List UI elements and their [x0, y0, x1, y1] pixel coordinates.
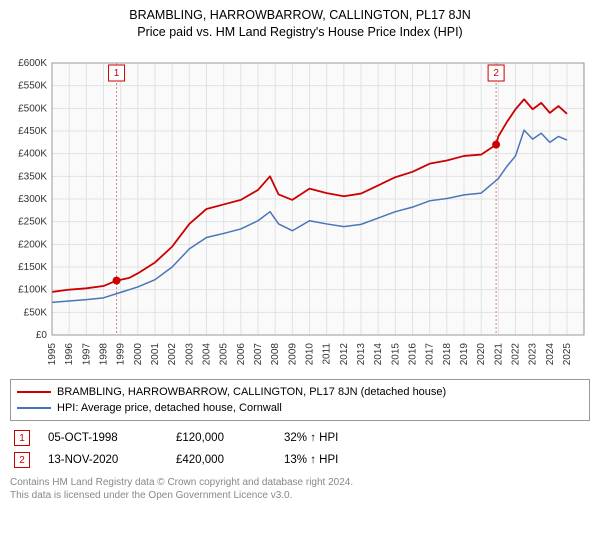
svg-text:2011: 2011: [322, 343, 333, 365]
svg-text:2000: 2000: [133, 343, 144, 366]
svg-text:2021: 2021: [493, 343, 504, 366]
chart-title: BRAMBLING, HARROWBARROW, CALLINGTON, PL1…: [10, 8, 590, 22]
marker-price: £420,000: [176, 454, 266, 466]
marker-badge: 2: [14, 452, 30, 468]
svg-text:2006: 2006: [236, 343, 247, 366]
legend-row: BRAMBLING, HARROWBARROW, CALLINGTON, PL1…: [17, 384, 583, 400]
marker-row: 2 13-NOV-2020 £420,000 13% ↑ HPI: [10, 449, 590, 471]
svg-text:£100K: £100K: [18, 285, 47, 296]
svg-text:1998: 1998: [99, 343, 110, 366]
marker-table: 1 05-OCT-1998 £120,000 32% ↑ HPI 2 13-NO…: [10, 427, 590, 471]
svg-text:£550K: £550K: [18, 81, 47, 92]
svg-text:£150K: £150K: [18, 262, 47, 273]
legend-label: BRAMBLING, HARROWBARROW, CALLINGTON, PL1…: [57, 386, 446, 398]
svg-text:1995: 1995: [47, 343, 58, 366]
svg-text:1997: 1997: [81, 343, 92, 366]
footer-line: This data is licensed under the Open Gov…: [10, 490, 590, 503]
svg-text:2022: 2022: [511, 343, 522, 366]
svg-text:£500K: £500K: [18, 103, 47, 114]
svg-text:2010: 2010: [305, 343, 316, 366]
marker-row: 1 05-OCT-1998 £120,000 32% ↑ HPI: [10, 427, 590, 449]
svg-text:£600K: £600K: [18, 58, 47, 69]
svg-text:2025: 2025: [562, 343, 573, 366]
svg-text:2008: 2008: [270, 343, 281, 366]
svg-text:2015: 2015: [390, 343, 401, 366]
svg-text:£450K: £450K: [18, 126, 47, 137]
chart-svg: £0 £50K £100K £150K £200K £250K £300K £350K £400…: [10, 45, 590, 373]
svg-text:2019: 2019: [459, 343, 470, 366]
legend-label: HPI: Average price, detached house, Corn…: [57, 402, 282, 414]
svg-text:1999: 1999: [116, 343, 127, 366]
svg-text:1: 1: [114, 68, 120, 79]
svg-text:2012: 2012: [339, 343, 350, 366]
svg-text:£400K: £400K: [18, 149, 47, 160]
svg-text:2024: 2024: [545, 343, 556, 366]
svg-text:2017: 2017: [425, 343, 436, 366]
chart-area: £0 £50K £100K £150K £200K £250K £300K £350K £400…: [10, 45, 590, 373]
svg-text:2013: 2013: [356, 343, 367, 366]
legend-swatch: [17, 407, 51, 409]
svg-text:2023: 2023: [528, 343, 539, 366]
svg-text:2018: 2018: [442, 343, 453, 366]
svg-text:£250K: £250K: [18, 217, 47, 228]
marker-price: £120,000: [176, 432, 266, 444]
svg-text:2007: 2007: [253, 343, 264, 366]
legend-row: HPI: Average price, detached house, Corn…: [17, 400, 583, 416]
footer-line: Contains HM Land Registry data © Crown c…: [10, 477, 590, 490]
marker-date: 13-NOV-2020: [48, 454, 158, 466]
marker-date: 05-OCT-1998: [48, 432, 158, 444]
marker-badge: 1: [14, 430, 30, 446]
chart-subtitle: Price paid vs. HM Land Registry's House …: [10, 25, 590, 39]
footer: Contains HM Land Registry data © Crown c…: [10, 477, 590, 502]
legend-swatch: [17, 391, 51, 393]
svg-text:2003: 2003: [184, 343, 195, 366]
svg-text:£0: £0: [36, 330, 48, 341]
svg-text:2004: 2004: [202, 343, 213, 366]
svg-text:2002: 2002: [167, 343, 178, 366]
svg-text:2014: 2014: [373, 343, 384, 366]
svg-text:2016: 2016: [408, 343, 419, 366]
svg-text:£350K: £350K: [18, 171, 47, 182]
svg-text:£300K: £300K: [18, 194, 47, 205]
svg-text:£200K: £200K: [18, 239, 47, 250]
marker-pct: 32% ↑ HPI: [284, 432, 384, 444]
marker-pct: 13% ↑ HPI: [284, 454, 384, 466]
legend: BRAMBLING, HARROWBARROW, CALLINGTON, PL1…: [10, 379, 590, 421]
svg-text:2001: 2001: [150, 343, 161, 366]
svg-text:2: 2: [493, 68, 499, 79]
svg-text:1996: 1996: [64, 343, 75, 366]
svg-text:£50K: £50K: [24, 307, 48, 318]
svg-text:2005: 2005: [219, 343, 230, 366]
svg-text:2020: 2020: [476, 343, 487, 366]
svg-text:2009: 2009: [287, 343, 298, 366]
